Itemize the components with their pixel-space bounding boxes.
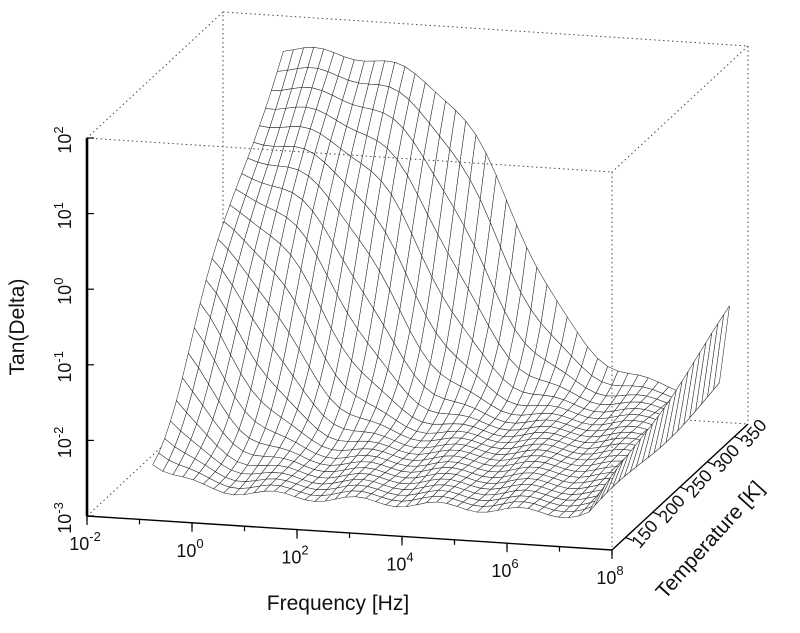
x-tick-label: 104 xyxy=(386,549,413,574)
surface-mesh xyxy=(152,46,730,518)
z-tick-label: 10-3 xyxy=(51,502,75,534)
z-tick-label: 100 xyxy=(51,278,75,305)
bounding-box-front xyxy=(86,137,613,550)
y-tick xyxy=(679,486,688,491)
z-tick-label: 10-1 xyxy=(51,351,75,383)
x-tick-label: 106 xyxy=(491,556,518,581)
axes xyxy=(85,137,749,559)
z-axis-title-group: Tan(Delta) xyxy=(6,279,29,376)
y-tick xyxy=(652,511,661,516)
y-tick-label: 150 xyxy=(627,516,662,552)
y-tick-label-group: 300 xyxy=(709,440,744,476)
x-axis-title: Frequency [Hz] xyxy=(267,592,409,615)
z-axis-title: Tan(Delta) xyxy=(6,279,29,376)
box-edge-back-6 xyxy=(611,45,749,173)
box-edge-back-2 xyxy=(222,11,749,47)
z-tick-label-group: 10-3 xyxy=(51,502,75,534)
x-tick-label: 102 xyxy=(281,543,308,568)
y-tick-label: 350 xyxy=(736,415,771,451)
z-tick-label-group: 100 xyxy=(51,278,75,305)
y-tick xyxy=(706,461,715,466)
y-tick xyxy=(734,436,742,441)
z-tick-label: 101 xyxy=(51,202,75,229)
z-tick-label-group: 10-2 xyxy=(51,427,75,459)
surface-cell xyxy=(588,485,606,513)
z-tick-label-group: 101 xyxy=(51,202,75,229)
y-tick-label-group: 150 xyxy=(627,516,662,552)
y-tick-label-group: 350 xyxy=(736,415,771,451)
y-tick-label: 200 xyxy=(655,491,690,527)
x-tick-label: 108 xyxy=(596,563,623,588)
y-tick xyxy=(625,536,633,541)
y-tick-label: 250 xyxy=(682,466,717,502)
y-tick-label: 300 xyxy=(709,440,744,476)
z-tick-label-group: 102 xyxy=(51,126,75,153)
z-tick-label-group: 10-1 xyxy=(51,351,75,383)
y-tick-label-group: 200 xyxy=(655,491,690,527)
y-tick-label-group: 250 xyxy=(682,466,717,502)
x-tick-label: 100 xyxy=(176,536,203,561)
z-tick-label: 10-2 xyxy=(51,427,75,459)
z-tick-label: 102 xyxy=(51,126,75,153)
box-edge-back-3 xyxy=(86,11,224,139)
